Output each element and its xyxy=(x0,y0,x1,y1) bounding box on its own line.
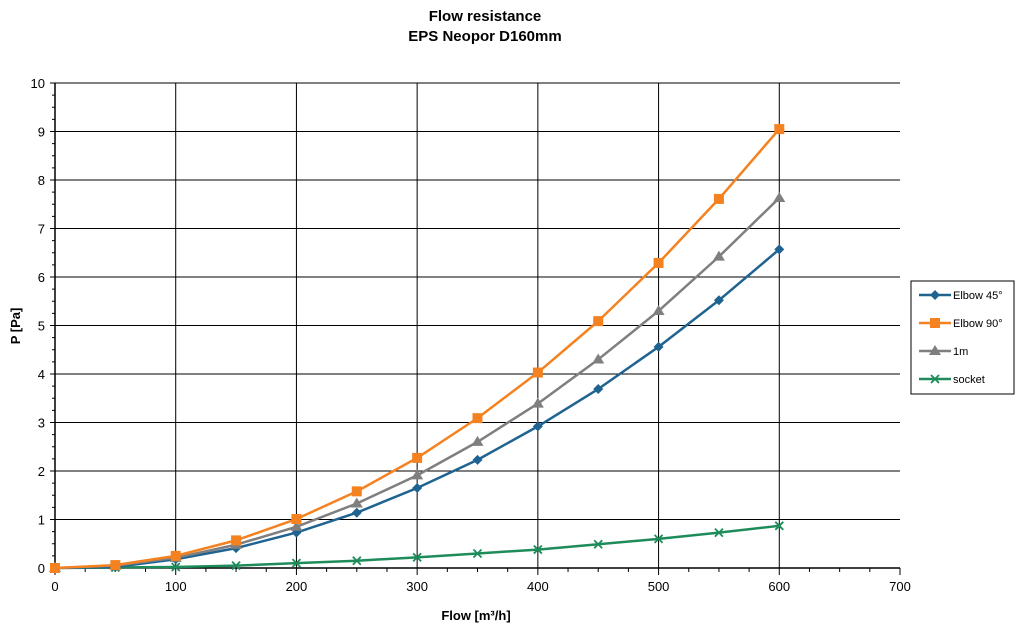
marker-stroke xyxy=(714,527,724,538)
y-tick-label: 7 xyxy=(38,222,45,237)
legend-marker xyxy=(930,318,940,328)
chart-subtitle: EPS Neopor D160mm xyxy=(408,28,561,45)
x-tick-label: 100 xyxy=(165,579,187,594)
data-point xyxy=(290,520,303,531)
chart-title: Flow resistance xyxy=(429,8,542,25)
data-point xyxy=(170,550,181,561)
y-tick-label: 3 xyxy=(38,416,45,431)
y-tick-label: 2 xyxy=(38,464,45,479)
marker-stroke xyxy=(352,556,362,566)
data-point xyxy=(774,521,784,531)
y-tick-label: 0 xyxy=(38,561,45,576)
legend-label: 1m xyxy=(953,346,968,358)
data-point xyxy=(713,295,724,306)
data-point xyxy=(50,563,60,573)
legend-label: socket xyxy=(953,374,985,386)
legend: Elbow 45° Elbow 90° 1m socket xyxy=(910,280,1015,395)
data-point xyxy=(592,353,605,364)
data-point xyxy=(774,244,785,255)
legend-label: Elbow 45° xyxy=(953,290,1003,302)
data-point xyxy=(291,514,302,525)
data-point xyxy=(773,191,786,202)
data-point xyxy=(351,507,362,518)
marker-stroke xyxy=(472,548,483,559)
x-tick-label: 500 xyxy=(648,579,670,594)
x-tick-label: 300 xyxy=(406,579,428,594)
grid xyxy=(55,82,900,568)
x-tick-label: 600 xyxy=(768,579,790,594)
data-point xyxy=(532,367,543,378)
axes xyxy=(50,82,901,575)
marker-stroke xyxy=(774,521,784,531)
x-tick-label: 0 xyxy=(51,579,58,594)
data-point xyxy=(714,527,724,538)
data-point xyxy=(472,548,483,559)
y-tick-label: 10 xyxy=(31,76,45,91)
marker-stroke xyxy=(930,374,940,384)
marker-stroke xyxy=(171,562,181,572)
data-point xyxy=(110,560,121,571)
data-point xyxy=(653,341,664,352)
y-tick-label: 1 xyxy=(38,513,45,528)
data-point xyxy=(471,435,484,446)
marker-stroke xyxy=(593,539,603,549)
marker-stroke xyxy=(533,544,543,555)
data-point xyxy=(531,397,544,408)
y-tick-label: 5 xyxy=(38,319,45,334)
data-point xyxy=(351,486,362,497)
marker-stroke xyxy=(653,534,664,544)
data-point xyxy=(412,552,422,562)
data-point xyxy=(350,497,363,508)
series-layer xyxy=(49,124,786,573)
y-tick-label: 9 xyxy=(38,125,45,140)
data-point xyxy=(652,304,665,315)
y-tick-label: 8 xyxy=(38,173,45,188)
x-tick-label: 400 xyxy=(527,579,549,594)
legend-marker xyxy=(930,374,940,384)
legend-marker xyxy=(930,290,940,300)
legend-box xyxy=(910,280,1015,395)
data-point xyxy=(712,250,725,261)
data-point xyxy=(532,421,543,432)
marker-stroke xyxy=(231,560,241,571)
x-tick-label: 700 xyxy=(889,579,911,594)
data-point xyxy=(593,316,604,327)
data-point xyxy=(231,560,241,571)
data-point xyxy=(412,482,423,493)
data-point xyxy=(291,558,302,568)
data-point xyxy=(171,562,181,572)
data-point xyxy=(593,539,603,549)
x-axis-label: Flow [m³/h] xyxy=(441,608,510,623)
data-point xyxy=(774,124,785,135)
marker-stroke xyxy=(412,552,422,562)
data-point xyxy=(533,544,543,555)
data-point xyxy=(653,534,664,544)
series-elbow-90- xyxy=(50,124,785,573)
legend-marker xyxy=(929,345,941,355)
series-socket xyxy=(50,521,784,573)
data-point xyxy=(411,469,424,480)
data-point xyxy=(472,413,483,424)
y-axis-label: P [Pa] xyxy=(8,308,23,345)
data-point xyxy=(472,454,483,465)
marker-stroke xyxy=(291,558,302,568)
y-tick-label: 6 xyxy=(38,270,45,285)
data-point xyxy=(412,452,423,463)
x-tick-label: 200 xyxy=(286,579,308,594)
data-point xyxy=(593,384,604,395)
data-point xyxy=(653,257,664,268)
data-point xyxy=(231,535,242,546)
legend-label: Elbow 90° xyxy=(953,318,1003,330)
data-point xyxy=(352,556,362,566)
data-point xyxy=(713,193,724,204)
y-tick-label: 4 xyxy=(38,367,45,382)
